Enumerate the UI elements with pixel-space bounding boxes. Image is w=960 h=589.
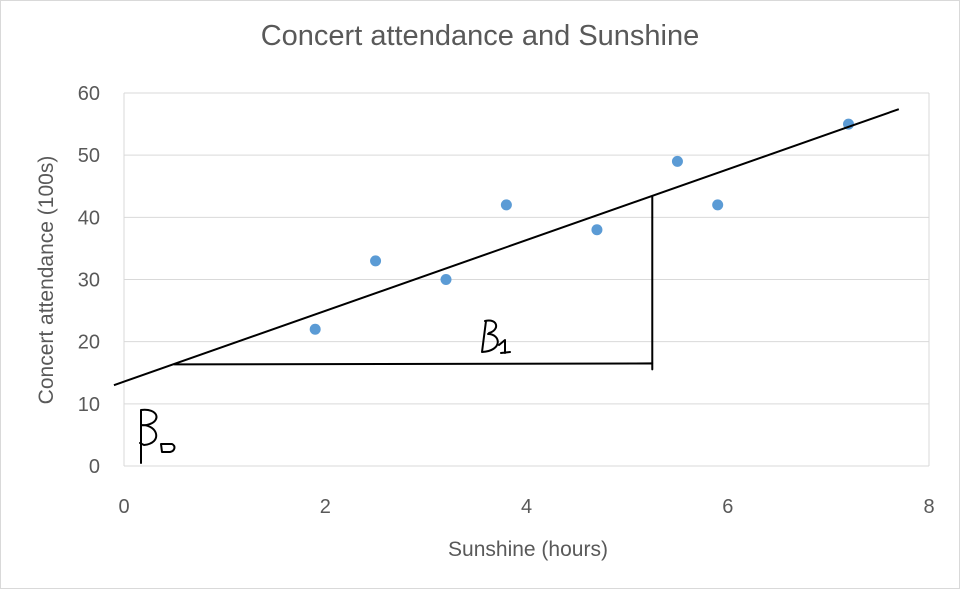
data-point (671, 155, 683, 167)
data-point (440, 274, 452, 285)
y-tick-labels: 0 10 20 30 40 50 60 (78, 83, 100, 478)
beta1-annotation (481, 319, 511, 354)
data-points (309, 118, 854, 335)
data-point (500, 199, 512, 211)
gridlines (123, 92, 930, 467)
y-tick-label: 10 (78, 394, 100, 416)
x-tick-label: 8 (923, 496, 934, 518)
y-tick-label: 20 (78, 332, 100, 354)
regression-line (113, 108, 900, 387)
beta0-letter-b (139, 408, 158, 464)
x-axis-title: Sunshine (hours) (448, 538, 608, 561)
data-point (370, 255, 382, 267)
x-tick-labels: 0 2 4 6 8 (118, 496, 934, 518)
x-tick-label: 2 (320, 496, 331, 518)
y-tick-label: 60 (78, 83, 100, 105)
chart-title: Concert attendance and Sunshine (260, 20, 700, 52)
y-tick-label: 0 (89, 456, 100, 478)
y-tick-label: 30 (78, 270, 100, 292)
y-tick-label: 50 (78, 145, 100, 167)
data-point (712, 199, 724, 211)
beta1-letter-b (481, 319, 499, 353)
data-point (309, 323, 321, 335)
beta0-subscript-zero (160, 443, 176, 453)
y-axis-title: Concert attendance (100s) (35, 156, 58, 405)
x-tick-label: 4 (521, 496, 532, 518)
slope-run-line (173, 362, 654, 371)
beta1-subscript-one (498, 339, 511, 354)
beta0-annotation (139, 408, 176, 464)
y-tick-label: 40 (78, 207, 100, 229)
data-point (591, 224, 603, 236)
x-tick-label: 0 (118, 496, 129, 518)
x-tick-label: 6 (722, 496, 733, 518)
handwritten-annotations (113, 108, 900, 464)
